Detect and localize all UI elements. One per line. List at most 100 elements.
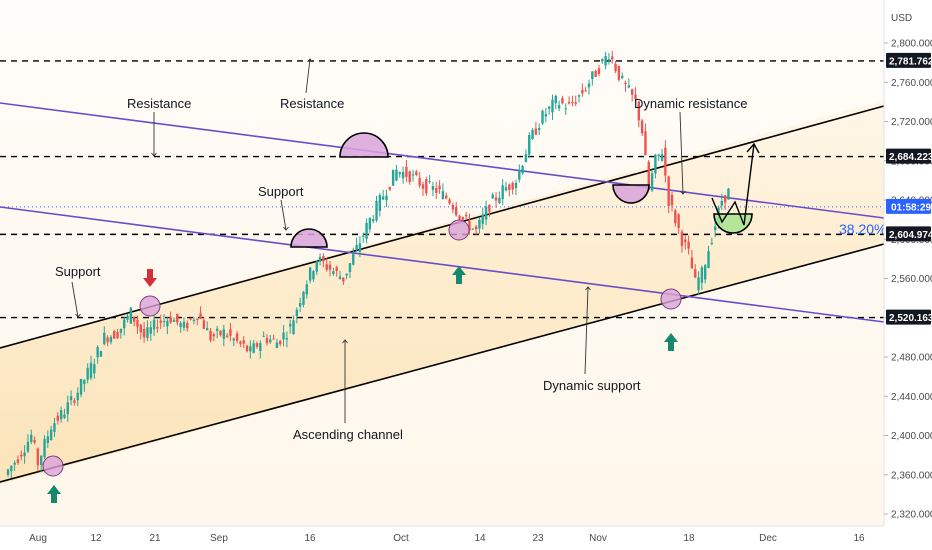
candle-body (59, 409, 63, 420)
candle-body (40, 455, 43, 466)
level-price-label: 2,604.974 (889, 230, 932, 241)
time-tick-label: 21 (149, 533, 161, 544)
candle-body (355, 244, 358, 251)
candle-body (571, 101, 574, 104)
candle-body (372, 219, 375, 222)
candle-body (511, 182, 514, 190)
candle-body (650, 173, 654, 191)
candle-body (119, 328, 123, 333)
candle-body (49, 429, 53, 441)
candle-body (252, 343, 255, 353)
candle-body (488, 204, 491, 212)
candle-body (378, 195, 382, 211)
candle-body (637, 101, 640, 121)
candle-body (694, 269, 697, 278)
candle-body (498, 197, 501, 204)
level-price-label: 2,684.223 (889, 152, 932, 163)
candle-body (46, 436, 50, 443)
candle-body (385, 195, 388, 201)
candle-body (577, 95, 581, 97)
touch-point-marker (660, 288, 682, 310)
candle-body (684, 239, 687, 243)
candle-body (279, 340, 282, 345)
annotation-label: Ascending channel (293, 427, 403, 442)
candle-body (647, 161, 650, 190)
candle-body (285, 338, 289, 340)
candle-body (93, 364, 96, 374)
candle-body (627, 85, 631, 88)
candle-body (538, 128, 541, 130)
candle-body (99, 351, 103, 357)
candle-body (275, 342, 279, 348)
candle-body (713, 226, 717, 231)
price-tick-label: 2,320.000 (891, 510, 932, 521)
candle-body (212, 334, 216, 337)
candle-body (458, 215, 461, 220)
candle-body (405, 166, 408, 177)
candle-body (312, 271, 315, 280)
candle-body (225, 335, 229, 337)
candle-body (206, 328, 209, 331)
candle-body (597, 68, 601, 75)
candle-body (235, 333, 239, 341)
candle-body (358, 243, 362, 252)
candle-body (418, 177, 421, 186)
candle-body (468, 220, 471, 231)
candle-body (591, 71, 594, 80)
time-tick-label: Sep (210, 533, 228, 544)
candle-body (674, 210, 677, 224)
candle-body (13, 462, 16, 465)
price-tick-label: 2,480.000 (891, 353, 932, 364)
candle-body (169, 316, 172, 323)
candle-body (471, 228, 474, 230)
candle-body (614, 63, 617, 72)
candle-body (146, 327, 149, 338)
support-trendline[interactable] (0, 206, 885, 323)
candle-body (375, 200, 378, 221)
candle-body (445, 195, 448, 199)
candle-body (521, 165, 524, 174)
price-tick-label: 2,440.000 (891, 392, 932, 403)
candle-body (584, 90, 587, 92)
level-price-label: 2,781.762 (889, 56, 932, 67)
candle-body (411, 174, 415, 176)
candle-body (116, 331, 119, 339)
candle-body (229, 329, 232, 336)
time-tick-label: 12 (90, 533, 102, 544)
candle-body (192, 319, 196, 321)
time-tick-label: 23 (532, 533, 544, 544)
candle-body (654, 154, 657, 174)
candle-body (461, 217, 465, 220)
time-tick-label: Oct (393, 533, 409, 544)
candle-body (415, 171, 418, 175)
candle-body (630, 89, 634, 95)
candle-body (33, 440, 36, 443)
candle-body (269, 339, 272, 343)
candle-body (239, 341, 242, 344)
annotation-label: Support (55, 264, 101, 279)
candle-body (551, 99, 554, 113)
projected-path (711, 143, 755, 226)
candle-body (328, 264, 332, 270)
candle-body (43, 439, 46, 458)
price-axis[interactable] (884, 0, 932, 526)
candle-body (720, 201, 723, 206)
candle-body (255, 343, 259, 347)
candle-body (611, 56, 614, 60)
candle-body (129, 307, 133, 324)
candle-body (504, 187, 508, 191)
candle-body (727, 188, 730, 200)
candle-body (531, 129, 534, 139)
candle-body (508, 184, 511, 190)
resistance-trendline[interactable] (0, 102, 885, 219)
candle-body (172, 319, 176, 322)
candle-body (408, 171, 411, 183)
channel-lower-line[interactable] (0, 243, 885, 483)
candle-body (534, 128, 538, 135)
time-axis[interactable] (0, 526, 932, 550)
candle-body (149, 327, 152, 334)
candle-body (289, 324, 292, 327)
touch-point-marker (42, 455, 64, 477)
candle-body (624, 82, 627, 85)
